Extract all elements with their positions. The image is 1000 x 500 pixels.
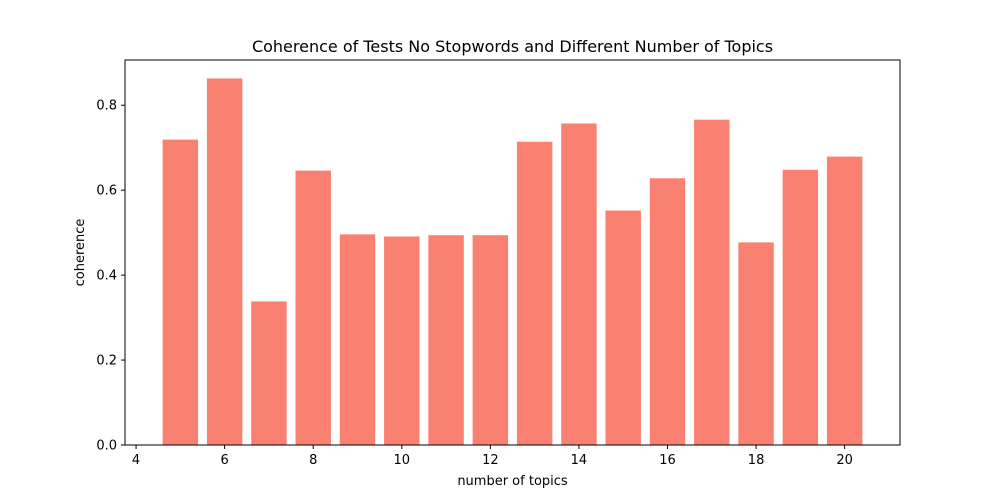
bar-topics-8 [295,170,331,445]
bar-topics-17 [694,119,730,445]
y-tick-label: 0.2 [96,354,117,369]
bar-topics-10 [384,236,420,445]
bar-topics-11 [428,235,464,445]
x-tick-label: 20 [836,453,853,468]
bar-topics-6 [206,78,243,445]
bar-topics-16 [649,178,686,445]
bar-topics-5 [162,139,199,445]
y-axis-ticks: 0.0 0.2 0.4 0.6 0.8 [96,99,125,454]
bar-topics-7 [251,301,287,445]
bar-topics-9 [339,234,376,445]
bar-topics-12 [472,235,509,445]
x-tick-label: 14 [571,453,588,468]
x-tick-label: 12 [482,453,499,468]
bar-topics-19 [782,169,819,445]
y-axis-label: coherence [73,219,88,287]
y-tick-label: 0.0 [96,439,117,454]
x-axis-label: number of topics [457,474,568,489]
x-tick-label: 16 [659,453,676,468]
x-tick-label: 18 [748,453,765,468]
x-tick-label: 6 [221,453,229,468]
x-tick-label: 10 [394,453,411,468]
x-tick-label: 8 [309,453,317,468]
plot-frame [124,59,901,446]
y-tick-label: 0.8 [96,99,117,114]
bar-topics-20 [826,156,863,445]
bar-topics-15 [605,210,641,445]
x-tick-label: 4 [132,453,140,468]
y-tick-label: 0.6 [96,184,117,199]
x-axis-ticks: 4 6 8 10 12 14 16 18 20 [132,445,853,468]
bar-topics-13 [516,141,553,445]
bar-topics-18 [738,242,774,445]
chart-title: Coherence of Tests No Stopwords and Diff… [252,37,773,56]
bars-group [162,78,863,446]
bar-topics-14 [561,123,597,446]
y-tick-label: 0.4 [96,269,117,284]
